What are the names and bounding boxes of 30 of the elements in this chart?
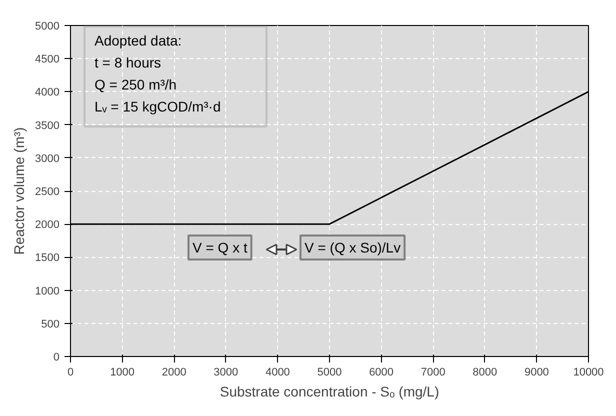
x-axis-title: Substrate concentration - Sₒ (mg/L) [220,384,440,400]
x-tick-label: 7000 [420,366,446,378]
y-tick-label: 0 [53,352,60,364]
y-tick-label: 3000 [35,152,60,165]
y-tick-label: 1000 [35,285,60,298]
y-tick-label: 500 [41,318,60,330]
x-tick-label: 1000 [110,366,135,378]
annotation: Lᵥ = 15 kgCOD/m³·d [94,98,221,114]
x-tick-label: 10000 [573,366,604,378]
x-tick-label: 2000 [162,366,186,378]
y-axis-title: Reactor volume (m³) [11,127,28,255]
y-tick-label: 2000 [35,219,60,232]
y-tick-label: 3500 [35,120,60,132]
annotation: Adopted data: [94,32,182,48]
x-tick-label: 8000 [472,366,498,378]
x-tick-label: 3000 [214,366,238,378]
y-tick-label: 1500 [35,252,60,264]
y-tick-label: 4000 [35,86,60,99]
x-tick-label: 9000 [524,366,549,378]
y-tick-label: 4500 [35,54,60,66]
x-tick-label: 5000 [317,366,342,378]
annotation: V = (Q x So)/Lv [304,240,401,256]
x-tick-label: 6000 [369,366,394,378]
annotation: Q = 250 m³/h [94,76,177,92]
annotation: V = Q x t [192,240,248,256]
y-tick-label: 5000 [35,20,60,32]
x-tick-label: 0 [67,366,74,378]
annotation: t = 8 hours [94,54,162,70]
x-tick-label: 4000 [265,366,290,378]
y-tick-label: 2500 [35,186,60,198]
